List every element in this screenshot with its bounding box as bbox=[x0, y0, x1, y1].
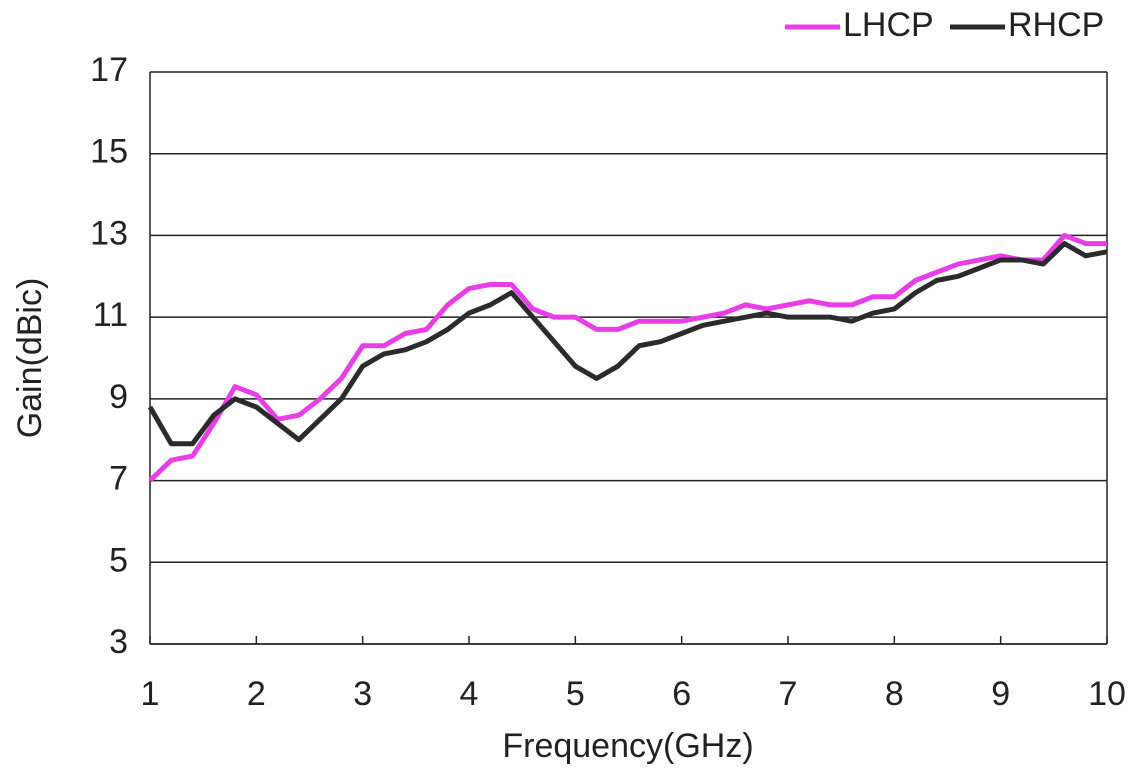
y-tick-label: 3 bbox=[109, 623, 128, 661]
y-tick-label: 11 bbox=[93, 296, 128, 334]
y-tick-label: 5 bbox=[109, 541, 128, 579]
y-tick-label: 9 bbox=[109, 378, 128, 416]
y-axis-label: Gain(dBic) bbox=[11, 278, 49, 439]
legend-label: LHCP bbox=[843, 6, 934, 44]
x-tick-label: 5 bbox=[566, 675, 585, 713]
y-tick-label: 7 bbox=[109, 460, 128, 498]
y-tick-label: 17 bbox=[90, 51, 128, 89]
x-tick-label: 7 bbox=[779, 675, 798, 713]
series-line bbox=[148, 232, 1107, 483]
y-tick-label: 15 bbox=[90, 133, 128, 171]
x-tick-label: 3 bbox=[353, 675, 372, 713]
x-tick-label: 1 bbox=[141, 675, 160, 713]
x-tick-label: 10 bbox=[1088, 675, 1126, 713]
x-tick-label: 4 bbox=[460, 675, 479, 713]
x-tick-label: 8 bbox=[885, 675, 904, 713]
x-axis-label: Frequency(GHz) bbox=[502, 727, 753, 765]
x-tick-label: 6 bbox=[672, 675, 691, 713]
legend-label: RHCP bbox=[1008, 6, 1104, 44]
series-line bbox=[147, 241, 1108, 447]
x-tick-label: 2 bbox=[247, 675, 266, 713]
y-tick-label: 13 bbox=[90, 214, 128, 252]
x-tick-label: 9 bbox=[991, 675, 1010, 713]
